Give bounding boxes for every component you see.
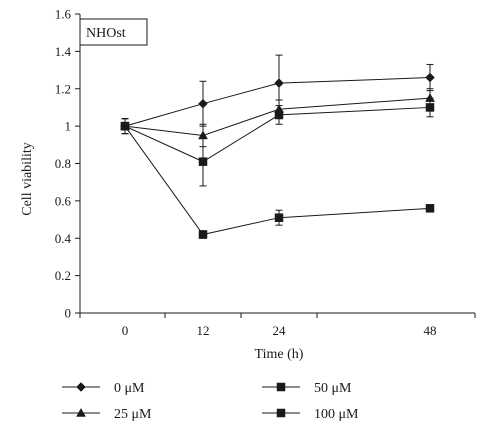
legend-item: 50 μM bbox=[262, 381, 352, 396]
y-tick-label: 0.8 bbox=[55, 156, 71, 171]
data-point bbox=[274, 213, 284, 222]
series-layer bbox=[120, 54, 435, 239]
series-1 bbox=[120, 54, 435, 135]
data-point bbox=[425, 204, 435, 213]
x-tick-label: 0 bbox=[122, 323, 129, 338]
y-tick-label: 0.6 bbox=[55, 193, 72, 208]
legend-marker bbox=[276, 408, 286, 418]
data-point bbox=[198, 230, 208, 239]
legend-label: 100 μM bbox=[314, 407, 359, 422]
y-tick-label: 1.2 bbox=[55, 81, 71, 96]
panel-label-box: NHOst bbox=[79, 18, 148, 46]
y-tick-label: 0 bbox=[65, 306, 72, 321]
data-point bbox=[198, 98, 208, 109]
data-point bbox=[425, 72, 435, 83]
panel-label-frame bbox=[79, 18, 148, 46]
legend-item: 25 μM bbox=[62, 407, 152, 422]
y-tick-label: 1.4 bbox=[55, 44, 72, 59]
legend: 0 μM 25 μM 50 μM 100 μM bbox=[62, 381, 359, 422]
y-axis-label: Cell viability bbox=[20, 142, 35, 216]
data-point bbox=[274, 110, 284, 120]
legend-item: 100 μM bbox=[262, 407, 359, 422]
legend-label: 0 μM bbox=[114, 381, 145, 396]
legend-label: 25 μM bbox=[114, 407, 152, 422]
legend-marker bbox=[76, 407, 86, 417]
y-tick-label: 0.2 bbox=[55, 268, 71, 283]
series-line bbox=[124, 97, 431, 136]
legend-marker bbox=[276, 382, 286, 392]
y-tick-label: 1.6 bbox=[55, 7, 72, 22]
axes: 0 0.2 0.4 0.6 0.8 1 1.2 1.4 1.6 0 12 24 48 bbox=[55, 7, 476, 338]
series-line bbox=[124, 77, 431, 127]
data-point bbox=[274, 78, 284, 88]
x-tick-label: 12 bbox=[197, 323, 210, 338]
legend-label: 50 μM bbox=[314, 381, 352, 396]
series-line bbox=[124, 106, 431, 163]
x-tick-label: 48 bbox=[424, 323, 437, 338]
y-tick-label: 0.4 bbox=[55, 231, 72, 246]
data-point bbox=[198, 157, 208, 166]
x-axis-label: Time (h) bbox=[255, 347, 304, 362]
x-tick-label: 24 bbox=[273, 323, 287, 338]
series-4 bbox=[120, 118, 435, 239]
series-line bbox=[124, 125, 431, 236]
y-tick-label: 1 bbox=[65, 119, 72, 134]
legend-marker bbox=[76, 382, 86, 392]
data-point bbox=[120, 121, 130, 131]
data-point bbox=[425, 103, 435, 112]
chart-title: NHOst bbox=[86, 26, 126, 41]
legend-item: 0 μM bbox=[62, 381, 145, 396]
series-3 bbox=[120, 97, 435, 187]
